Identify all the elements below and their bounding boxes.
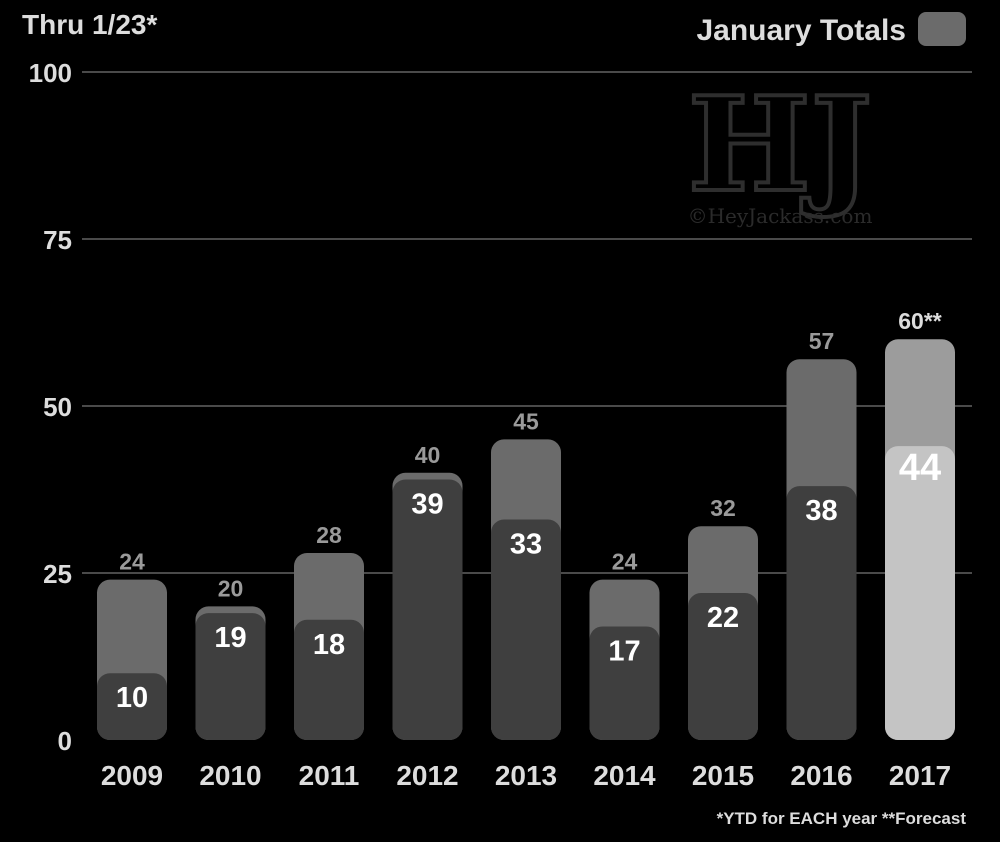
x-tick-label-2015: 2015 [692,760,754,791]
total-value-label-2014: 24 [612,549,638,575]
ytd-value-label-2017: 44 [899,447,941,489]
total-value-label-2017: 60** [898,308,942,334]
ytd-value-label-2015: 22 [707,602,739,634]
watermark-credit: ©HeyJackass.com [688,204,873,228]
ytd-value-label-2011: 18 [313,629,345,661]
total-value-label-2009: 24 [119,549,145,575]
legend: January Totals [696,12,966,47]
x-tick-label-2010: 2010 [199,760,261,791]
x-tick-label-2009: 2009 [101,760,163,791]
ytd-value-label-2016: 38 [805,495,837,527]
y-tick-label: 0 [58,726,72,756]
total-value-label-2010: 20 [218,575,244,601]
x-axis-ticks: 2009 2010 2011 2012 2013 2014 2015 2016 2017 [101,760,951,791]
total-value-label-2016: 57 [809,328,835,354]
bar-ytd-2015 [688,593,758,740]
bar-ytd-2010 [195,613,266,740]
y-tick-label: 100 [29,58,72,88]
x-tick-label-2014: 2014 [593,760,656,791]
bar-ytd-2013 [491,519,561,740]
ytd-value-label-2010: 19 [214,622,246,654]
chart-subtitle: Thru 1/23* [22,9,157,40]
total-value-label-2011: 28 [316,522,342,548]
y-tick-label: 75 [43,225,72,255]
y-tick-label: 25 [43,559,72,589]
x-tick-label-2011: 2011 [299,760,360,791]
bars: 24 10 20 19 28 18 40 39 45 33 24 17 32 22 57 38 60** 44 [97,308,955,740]
x-tick-label-2017: 2017 [889,760,951,791]
y-axis-ticks: 0 25 50 75 100 [29,58,72,756]
bar-ytd-2012 [392,479,463,740]
x-tick-label-2016: 2016 [790,760,852,791]
ytd-value-label-2014: 17 [608,635,640,667]
bar-ytd-2011 [294,619,364,740]
x-tick-label-2013: 2013 [495,760,557,791]
legend-label: January Totals [696,14,906,47]
bar-ytd-2014 [589,626,660,740]
bar-ytd-2017 [885,446,955,740]
total-value-label-2013: 45 [513,408,539,434]
footnote: *YTD for EACH year **Forecast [717,809,967,828]
total-value-label-2012: 40 [415,442,441,468]
legend-swatch [918,12,966,46]
ytd-value-label-2013: 33 [510,529,542,561]
x-tick-label-2012: 2012 [396,760,458,791]
total-value-label-2015: 32 [710,495,736,521]
watermark-logo: HJ [688,68,872,221]
hj-watermark: HJ ©HeyJackass.com [686,66,874,228]
bar-ytd-2009 [97,673,167,740]
y-tick-label: 50 [43,392,72,422]
bar-ytd-2016 [786,486,857,740]
ytd-value-label-2012: 39 [411,488,443,520]
ytd-value-label-2009: 10 [116,682,148,714]
